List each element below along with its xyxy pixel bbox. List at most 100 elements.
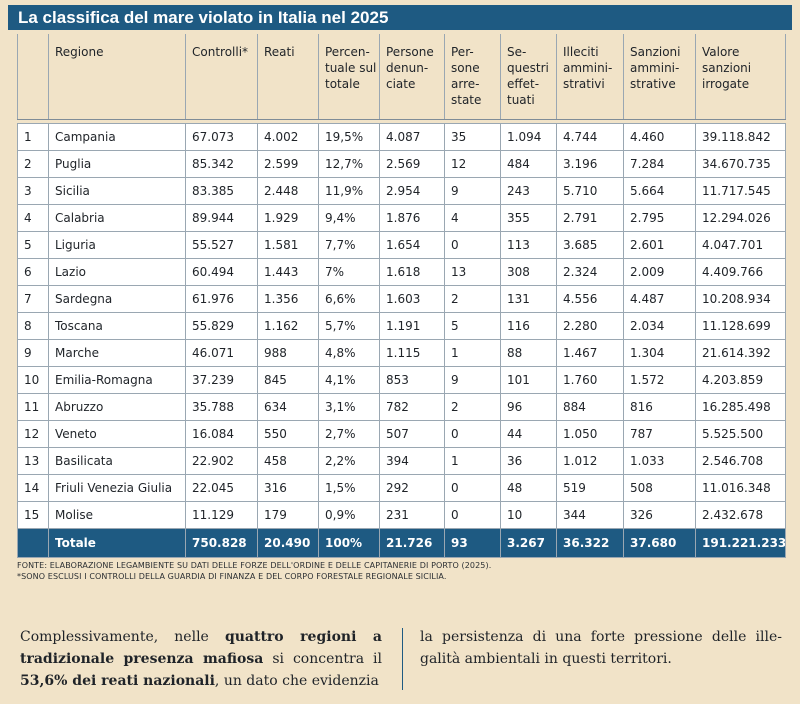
value-cell: 1.618 [379,258,445,286]
column-header: Controlli* [185,34,258,120]
value-cell: 131 [500,285,557,313]
rank-cell: 15 [17,501,49,529]
value-cell: 4.409.766 [695,258,786,286]
value-cell: 326 [623,501,696,529]
table-row: 5 Liguria 55.527 1.581 7,7% 1.654 0 113 3.685 2.6… [17,231,786,259]
total-cell: 20.490 [257,528,319,558]
value-cell: 37.239 [185,366,258,394]
value-cell: 1,5% [318,474,380,502]
value-cell: 1.929 [257,204,319,232]
value-cell: 845 [257,366,319,394]
column-header: Persone denun-ciate [379,34,445,120]
value-cell: 61.976 [185,285,258,313]
column-header [17,34,49,120]
table-row: 2 Puglia 85.342 2.599 12,7% 2.569 12 484 3.196 7.… [17,150,786,178]
value-cell: 1.572 [623,366,696,394]
region-cell: Sicilia [48,177,186,205]
value-cell: 4.087 [379,123,445,151]
value-cell: 782 [379,393,445,421]
column-header: Se-questri effet-tuati [500,34,557,120]
rank-cell: 14 [17,474,49,502]
value-cell: 36 [500,447,557,475]
value-cell: 2,2% [318,447,380,475]
rank-cell: 8 [17,312,49,340]
rank-cell: 11 [17,393,49,421]
value-cell: 2.601 [623,231,696,259]
value-cell: 55.527 [185,231,258,259]
value-cell: 519 [556,474,624,502]
region-cell: Marche [48,339,186,367]
table-row: 9 Marche 46.071 988 4,8% 1.115 1 88 1.467 1.304 21… [17,339,786,367]
value-cell: 4.487 [623,285,696,313]
rank-cell: 5 [17,231,49,259]
body-paragraph-left: Complessivamente, nelle quattro regioni … [20,626,382,692]
value-cell: 2 [444,285,501,313]
rank-cell: 10 [17,366,49,394]
value-cell: 1.094 [500,123,557,151]
value-cell: 2.432.678 [695,501,786,529]
table-row: 8 Toscana 55.829 1.162 5,7% 1.191 5 116 2.280 2.0… [17,312,786,340]
value-cell: 11,9% [318,177,380,205]
value-cell: 988 [257,339,319,367]
value-cell: 4,1% [318,366,380,394]
value-cell: 507 [379,420,445,448]
value-cell: 5.664 [623,177,696,205]
region-cell: Veneto [48,420,186,448]
value-cell: 3,1% [318,393,380,421]
value-cell: 4 [444,204,501,232]
value-cell: 11.129 [185,501,258,529]
value-cell: 2.954 [379,177,445,205]
value-cell: 231 [379,501,445,529]
value-cell: 884 [556,393,624,421]
value-cell: 7.284 [623,150,696,178]
region-cell: Toscana [48,312,186,340]
body-text-span: si concentra il [263,651,382,667]
column-header: Per-sone arre-state [444,34,501,120]
value-cell: 1.162 [257,312,319,340]
value-cell: 1.304 [623,339,696,367]
value-cell: 96 [500,393,557,421]
value-cell: 22.902 [185,447,258,475]
value-cell: 9,4% [318,204,380,232]
body-bold-span: 53,6% dei reati nazionali [20,673,215,689]
table-notes: Fonte: elaborazione Legambiente su dati … [17,560,785,582]
region-cell: Basilicata [48,447,186,475]
value-cell: 292 [379,474,445,502]
total-cell [17,528,49,558]
value-cell: 1.443 [257,258,319,286]
table-row: 13 Basilicata 22.902 458 2,2% 394 1 36 1.012 1.03… [17,447,786,475]
rank-cell: 9 [17,339,49,367]
value-cell: 308 [500,258,557,286]
value-cell: 0,9% [318,501,380,529]
table-row: 10 Emilia-Romagna 37.239 845 4,1% 853 9 101 1.76… [17,366,786,394]
table-header-row: Regione Controlli* Reati Percen-tuale sul t… [17,34,786,120]
value-cell: 4.047.701 [695,231,786,259]
value-cell: 85.342 [185,150,258,178]
value-cell: 1.191 [379,312,445,340]
value-cell: 2.791 [556,204,624,232]
region-cell: Liguria [48,231,186,259]
value-cell: 4.203.859 [695,366,786,394]
table-body: 1 Campania 67.073 4.002 19,5% 4.087 35 1.094 4.7… [17,119,786,558]
total-cell: 37.680 [623,528,696,558]
value-cell: 508 [623,474,696,502]
value-cell: 116 [500,312,557,340]
region-cell: Molise [48,501,186,529]
value-cell: 5.525.500 [695,420,786,448]
value-cell: 88 [500,339,557,367]
value-cell: 60.494 [185,258,258,286]
total-row: Totale 750.828 20.490 100% 21.726 93 3.267 36.3… [17,528,786,558]
value-cell: 12,7% [318,150,380,178]
column-header: Valore sanzioni irrogate [695,34,786,120]
value-cell: 1.760 [556,366,624,394]
value-cell: 11.717.545 [695,177,786,205]
total-cell: 750.828 [185,528,258,558]
value-cell: 67.073 [185,123,258,151]
region-cell: Calabria [48,204,186,232]
value-cell: 55.829 [185,312,258,340]
value-cell: 9 [444,366,501,394]
value-cell: 1.603 [379,285,445,313]
value-cell: 1.356 [257,285,319,313]
value-cell: 5 [444,312,501,340]
value-cell: 3.196 [556,150,624,178]
